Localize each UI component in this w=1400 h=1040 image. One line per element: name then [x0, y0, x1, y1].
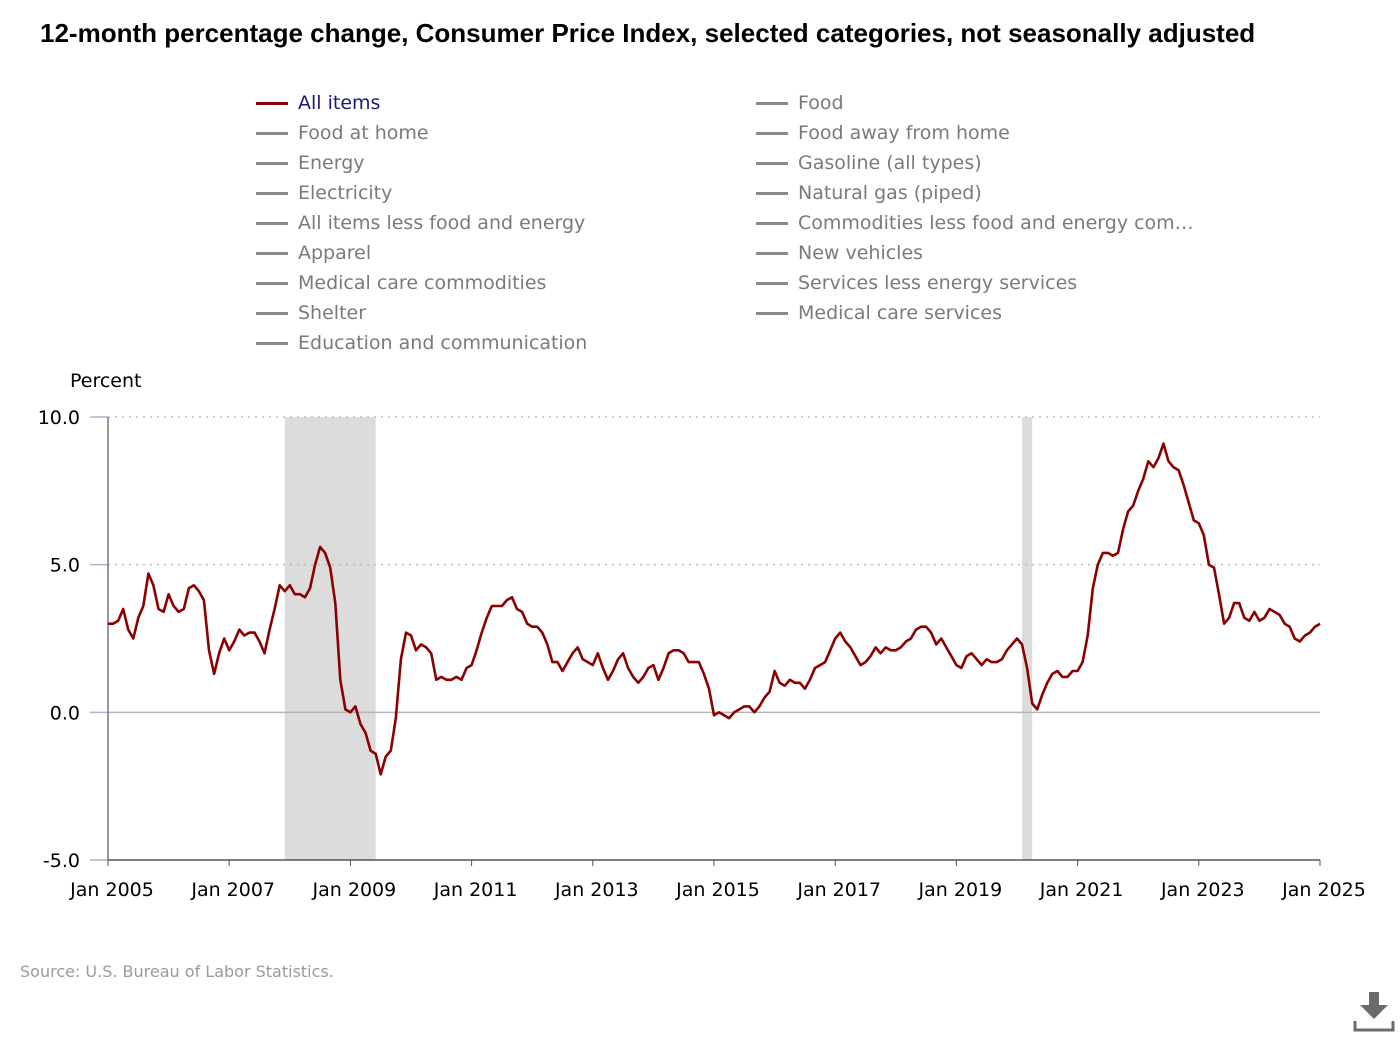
recession-shading — [284, 417, 376, 860]
legend-label: Food — [798, 92, 844, 114]
x-tick-label: Jan 2005 — [69, 879, 154, 901]
legend-item[interactable]: Food away from home — [756, 118, 1010, 148]
legend-label: Food at home — [298, 122, 429, 144]
x-tick-label: Jan 2025 — [1281, 879, 1366, 901]
series-line — [108, 442, 1321, 776]
recession-shading — [1022, 417, 1033, 860]
legend-item[interactable]: Electricity — [256, 178, 392, 208]
legend-item[interactable]: Shelter — [256, 298, 366, 328]
legend-swatch — [256, 161, 288, 165]
chart-title: 12-month percentage change, Consumer Pri… — [40, 18, 1256, 48]
legend-label: Energy — [298, 152, 365, 174]
legend-swatch — [256, 281, 288, 285]
legend-label: Electricity — [298, 182, 393, 204]
legend-label: Apparel — [298, 242, 372, 264]
x-tick-label: Jan 2017 — [796, 879, 881, 901]
x-tick-label: Jan 2019 — [918, 879, 1003, 901]
legend-label: All items — [298, 92, 381, 114]
legend-label: Services less energy services — [798, 272, 1078, 294]
legend-swatch — [256, 311, 288, 315]
chart-legend: All items Food Food at home Food away from … — [256, 88, 1256, 358]
legend-item[interactable]: Services less energy services — [756, 268, 1077, 298]
legend-item[interactable]: New vehicles — [756, 238, 923, 268]
legend-item[interactable]: Education and communication — [256, 328, 587, 358]
legend-swatch — [756, 131, 788, 135]
legend-swatch — [256, 131, 288, 135]
legend-label: Medical care services — [798, 302, 1002, 324]
legend-label: Commodities less food and energy com… — [798, 212, 1194, 234]
x-tick-label: Jan 2013 — [554, 879, 639, 901]
legend-item[interactable]: Commodities less food and energy com… — [756, 208, 1194, 238]
legend-swatch — [756, 251, 788, 255]
legend-item[interactable]: Medical care commodities — [256, 268, 546, 298]
legend-swatch — [256, 101, 288, 105]
legend-label: New vehicles — [798, 242, 924, 264]
legend-swatch — [756, 161, 788, 165]
x-tick-label: Jan 2007 — [190, 879, 275, 901]
legend-item[interactable]: Natural gas (piped) — [756, 178, 982, 208]
x-tick-label: Jan 2011 — [433, 879, 518, 901]
legend-swatch — [756, 221, 788, 225]
legend-item[interactable]: Medical care services — [756, 298, 1002, 328]
legend-swatch — [756, 101, 788, 105]
x-tick-label: Jan 2015 — [675, 879, 760, 901]
legend-label: All items less food and energy — [298, 212, 586, 234]
legend-item[interactable]: Apparel — [256, 238, 371, 268]
y-tick-label: -5.0 — [43, 850, 80, 872]
legend-swatch — [756, 191, 788, 195]
legend-label: Natural gas (piped) — [798, 182, 982, 204]
x-tick-label: Jan 2023 — [1160, 879, 1245, 901]
legend-swatch — [256, 191, 288, 195]
legend-item[interactable]: All items less food and energy — [256, 208, 585, 238]
legend-label: Education and communication — [298, 332, 588, 354]
download-icon[interactable] — [1352, 990, 1396, 1034]
download-icon-graphic — [1353, 992, 1395, 1032]
y-tick-label: 0.0 — [50, 702, 80, 724]
legend-item[interactable]: All items — [256, 88, 380, 118]
legend-swatch — [256, 341, 288, 345]
legend-swatch — [256, 221, 288, 225]
chart-plot: Percent 10.0 5.0 0.0 -5.0 Jan 2005 Jan 2007 Jan… — [38, 370, 1366, 901]
legend-label: Gasoline (all types) — [798, 152, 982, 174]
x-tick-label: Jan 2009 — [312, 879, 397, 901]
legend-item[interactable]: Food at home — [256, 118, 429, 148]
x-tick-label: Jan 2021 — [1039, 879, 1124, 901]
source-note: Source: U.S. Bureau of Labor Statistics. — [20, 962, 334, 981]
legend-label: Food away from home — [798, 122, 1010, 144]
legend-swatch — [256, 251, 288, 255]
legend-swatch — [756, 281, 788, 285]
legend-swatch — [756, 311, 788, 315]
legend-label: Medical care commodities — [298, 272, 547, 294]
y-axis-label: Percent — [70, 370, 142, 392]
legend-item[interactable]: Energy — [256, 148, 365, 178]
legend-item[interactable]: Food — [756, 88, 844, 118]
y-tick-label: 10.0 — [38, 407, 80, 429]
legend-item[interactable]: Gasoline (all types) — [756, 148, 982, 178]
legend-label: Shelter — [298, 302, 367, 324]
y-tick-label: 5.0 — [50, 555, 80, 577]
